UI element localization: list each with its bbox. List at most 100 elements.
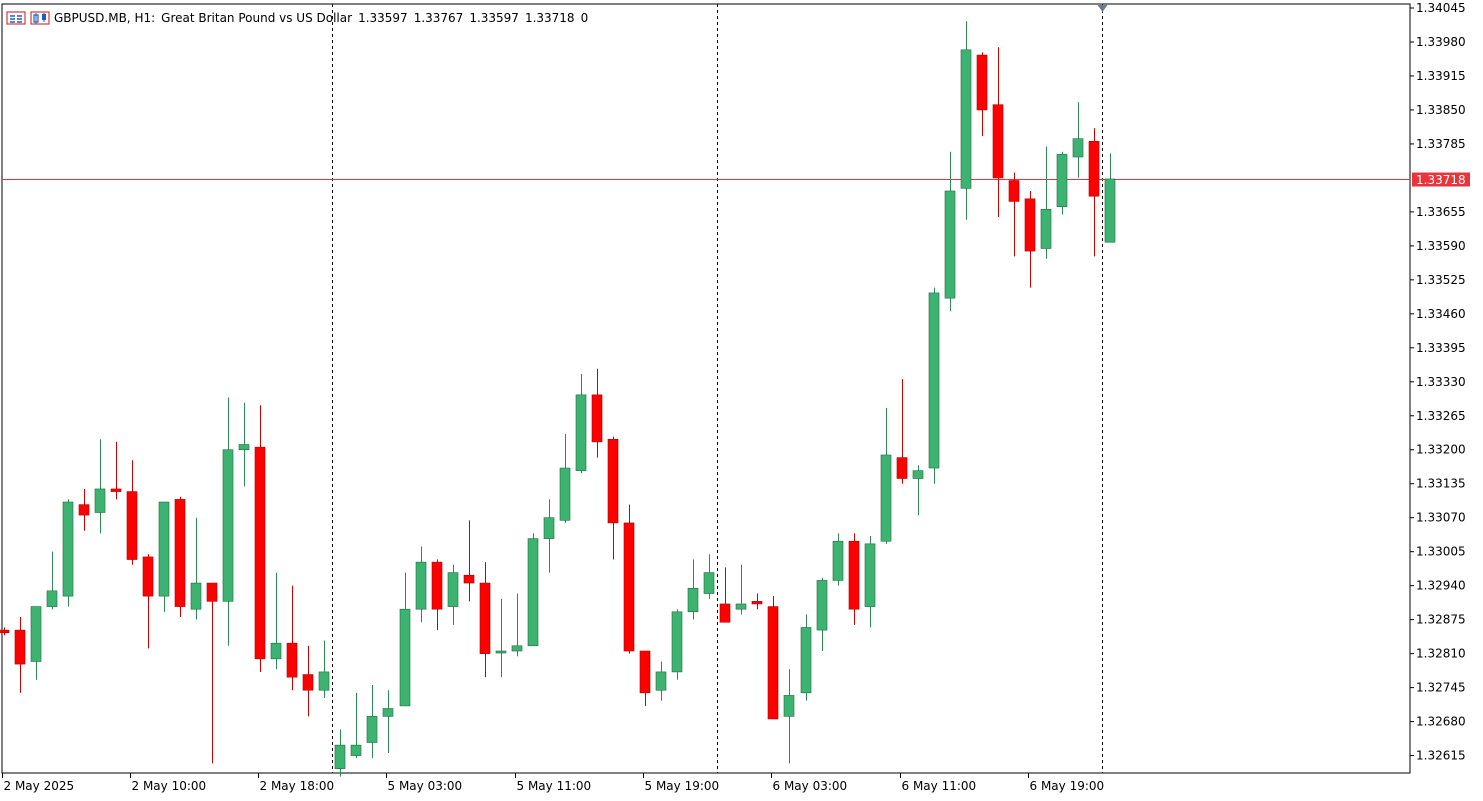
y-tick-label: 1.33135 <box>1416 477 1466 491</box>
candle-body <box>912 470 924 479</box>
candle-body <box>206 582 218 602</box>
candle-body <box>0 629 10 634</box>
x-tick-label: 2 May 10:00 <box>132 779 207 793</box>
candle-body <box>735 603 747 610</box>
candle-body <box>302 674 314 691</box>
candle-body <box>800 627 812 694</box>
candle-body <box>1104 178 1116 243</box>
candle-body <box>366 716 378 743</box>
candle-body <box>254 446 266 660</box>
candle-body <box>527 538 539 647</box>
candle-body <box>286 642 298 678</box>
candle-body <box>719 603 731 623</box>
close-value: 1.33718 <box>524 11 575 25</box>
x-tick-label: 5 May 11:00 <box>517 779 592 793</box>
y-tick-label: 1.33395 <box>1416 341 1466 355</box>
candle-body <box>1040 208 1052 249</box>
candle-body <box>591 394 603 443</box>
candle-body <box>174 499 186 607</box>
candle-body <box>816 580 828 631</box>
x-tick-label: 5 May 03:00 <box>388 779 463 793</box>
candle-body <box>190 582 202 610</box>
y-tick-label: 1.32615 <box>1416 749 1466 763</box>
candle-body <box>767 606 779 720</box>
candle-body <box>463 574 475 584</box>
candle-body <box>960 49 972 189</box>
candle-body <box>110 488 122 492</box>
y-tick-label: 1.33980 <box>1416 35 1466 49</box>
open-value: 1.33597 <box>358 11 408 25</box>
candle-body <box>238 444 250 451</box>
chart-type-icon[interactable] <box>30 10 50 26</box>
candle-body <box>623 522 635 652</box>
high-value: 1.33767 <box>413 11 464 25</box>
candle-body <box>671 611 683 673</box>
y-tick-label: 1.33915 <box>1416 69 1466 83</box>
candle-body <box>703 572 715 594</box>
x-tick-label: 2 May 18:00 <box>260 779 335 793</box>
y-tick-label: 1.33850 <box>1416 103 1466 117</box>
candle-body <box>382 708 394 717</box>
candle-body <box>94 488 106 513</box>
current-price-badge <box>1412 172 1470 187</box>
candle-body <box>318 671 330 691</box>
candle-body <box>415 561 427 610</box>
chart-table-icon[interactable] <box>6 10 26 26</box>
candle-body <box>78 504 90 516</box>
candle-body <box>687 587 699 613</box>
x-tick-label: 6 May 19:00 <box>1030 779 1105 793</box>
candle-body <box>1088 141 1100 197</box>
candle-body <box>575 394 587 471</box>
low-value: 1.33597 <box>469 11 519 25</box>
candle-body <box>1072 138 1084 158</box>
candle-body <box>447 572 459 607</box>
candle-body <box>655 671 667 691</box>
candle-body <box>334 744 346 769</box>
volume-value: 0 <box>580 11 589 25</box>
candle-body <box>976 54 988 111</box>
symbol-description: Great Britan Pound vs US Dollar <box>161 11 353 25</box>
shift-marker-icon <box>1097 5 1108 12</box>
candle-body <box>14 629 26 665</box>
candle-body <box>495 650 507 654</box>
candle-body <box>479 582 491 654</box>
candle-body <box>142 556 154 597</box>
y-tick-label: 1.34045 <box>1416 1 1466 15</box>
candle-body <box>399 608 411 707</box>
y-tick-label: 1.32940 <box>1416 579 1466 593</box>
candle-body <box>864 543 876 607</box>
candle-body <box>511 645 523 652</box>
y-tick-label: 1.33200 <box>1416 443 1466 457</box>
current-price-label: 1.33718 <box>1416 173 1466 187</box>
y-tick-label: 1.32745 <box>1416 681 1466 695</box>
y-tick-label: 1.33070 <box>1416 511 1466 525</box>
candle-body <box>1008 180 1020 202</box>
candle-body <box>1024 198 1036 252</box>
candle-body <box>270 642 282 660</box>
candle-body <box>832 540 844 581</box>
candle-body <box>30 606 42 662</box>
chart-header: GBPUSD.MB, H1: Great Britan Pound vs US … <box>6 8 594 28</box>
x-tick-label: 5 May 19:00 <box>645 779 720 793</box>
candle-body <box>783 695 795 717</box>
candle-body <box>848 540 860 610</box>
y-tick-label: 1.33590 <box>1416 239 1466 253</box>
candle-body <box>928 292 940 469</box>
candle-body <box>543 517 555 539</box>
symbol-label: GBPUSD.MB, H1: <box>54 11 156 25</box>
y-tick-label: 1.33005 <box>1416 545 1466 559</box>
candle-body <box>896 457 908 479</box>
y-tick-label: 1.33785 <box>1416 137 1466 151</box>
candle-body <box>992 104 1004 179</box>
plot-frame <box>1 3 1411 774</box>
candle-body <box>350 744 362 756</box>
candle-body <box>1056 154 1068 207</box>
candle-body <box>751 601 763 605</box>
candle-body <box>222 449 234 602</box>
candle-body <box>559 467 571 521</box>
y-tick-label: 1.33330 <box>1416 375 1466 389</box>
x-tick-label: 6 May 11:00 <box>902 779 977 793</box>
y-tick-label: 1.33525 <box>1416 273 1466 287</box>
